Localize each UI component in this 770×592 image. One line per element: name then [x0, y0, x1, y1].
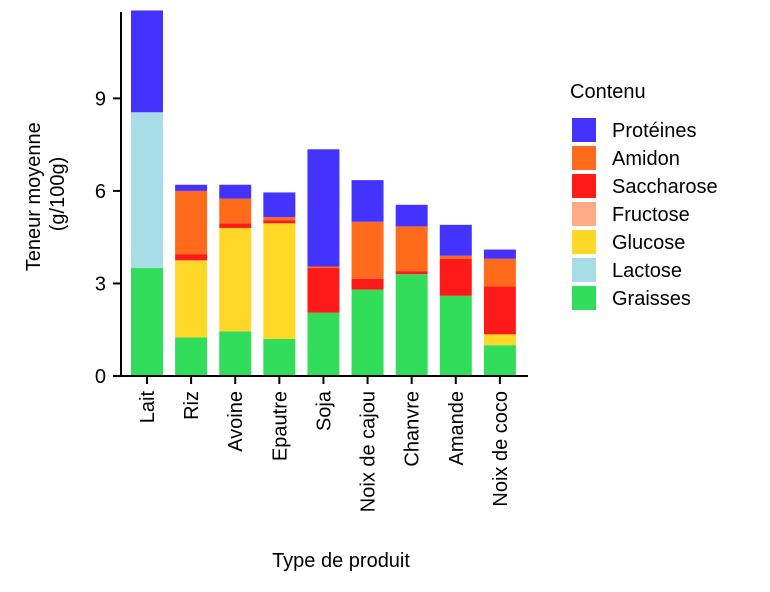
x-tick-label: Lait: [137, 391, 159, 424]
x-tick-label: Epautre: [269, 391, 291, 461]
bar-segment-graisses: [175, 337, 208, 376]
y-tick-label: 6: [95, 181, 106, 203]
legend-swatch-lactose: [572, 258, 596, 282]
x-tick-label: Amande: [446, 391, 468, 466]
bar-segment-saccharose: [439, 258, 472, 296]
bar-segment-protines: [219, 184, 252, 199]
bar-segment-amidon: [395, 226, 428, 272]
x-tick-label: Avoine: [225, 391, 247, 452]
bar-segment-saccharose: [175, 254, 208, 261]
legend-label-fructose: Fructose: [612, 204, 690, 226]
bar-segment-protines: [439, 224, 472, 256]
bar-segment-protines: [175, 184, 208, 191]
y-tick-label: 3: [95, 273, 106, 295]
bar-segment-saccharose: [351, 278, 384, 290]
legend-label-amidon: Amidon: [612, 148, 680, 170]
y-axis-label: Teneur moyenne (g/100g): [23, 117, 69, 272]
bar-segment-saccharose: [483, 286, 516, 335]
x-ticks-group: Lait Riz Avoine Epautre Soja Noix de cajou Cha…: [137, 376, 512, 512]
bar-segment-protines: [307, 149, 340, 267]
bar-segment-graisses: [219, 331, 252, 376]
bar-segment-graisses: [307, 312, 340, 376]
legend: Contenu Protéines Amidon Saccharose Fructos…: [570, 81, 718, 310]
bar-segment-graisses: [395, 274, 428, 376]
bar-segment-amidon: [263, 217, 296, 221]
bar-segment-lactose: [131, 112, 163, 269]
bar-segment-protines: [263, 192, 296, 218]
y-axis-label-line-1: Teneur moyenne: [23, 122, 45, 271]
y-ticks-group: 0 3 6 9: [95, 88, 121, 388]
y-tick-label: 0: [95, 366, 106, 388]
x-tick-label: Riz: [181, 391, 203, 420]
x-tick-label: Soja: [313, 390, 335, 431]
x-axis-label: Type de produit: [272, 550, 410, 572]
legend-label-graisses: Graisses: [612, 288, 691, 310]
bar-segment-graisses: [351, 289, 384, 376]
bar-segment-saccharose: [263, 220, 296, 224]
bar-segment-saccharose: [307, 268, 340, 313]
bar-segment-glucose: [219, 227, 252, 332]
bar-segment-graisses: [483, 345, 516, 376]
legend-label-protines: Protéines: [612, 120, 697, 142]
legend-label-saccharose: Saccharose: [612, 176, 718, 198]
bar-segment-graisses: [131, 268, 163, 376]
legend-swatch-graisses: [572, 286, 596, 310]
bar-segment-graisses: [263, 338, 296, 376]
legend-swatch-saccharose: [572, 174, 596, 198]
bar-segment-saccharose: [395, 271, 428, 275]
bars-group: [131, 10, 516, 376]
x-tick-label: Noix de cajou: [358, 391, 380, 512]
legend-title: Contenu: [570, 81, 646, 103]
bar-segment-graisses: [439, 295, 472, 376]
bar-segment-amidon: [219, 198, 252, 224]
bar-segment-amidon: [307, 266, 340, 269]
x-tick-label: Noix de coco: [490, 391, 512, 507]
bar-segment-protines: [395, 204, 428, 227]
legend-swatch-protines: [572, 118, 596, 142]
bar-segment-protines: [483, 249, 516, 259]
x-tick-label: Chanvre: [402, 391, 424, 467]
bar-segment-amidon: [439, 255, 472, 259]
bar-segment-amidon: [175, 190, 208, 255]
bar-segment-protines: [131, 10, 163, 113]
bar-segment-amidon: [351, 221, 384, 279]
legend-swatch-glucose: [572, 230, 596, 254]
bar-segment-glucose: [175, 260, 208, 338]
bar-segment-glucose: [483, 334, 516, 346]
y-tick-label: 9: [95, 88, 106, 110]
legend-swatch-amidon: [572, 146, 596, 170]
legend-label-glucose: Glucose: [612, 232, 685, 254]
bar-segment-protines: [351, 180, 384, 222]
bar-segment-glucose: [263, 223, 296, 339]
bar-segment-amidon: [483, 258, 516, 287]
bar-segment-saccharose: [219, 223, 252, 228]
legend-label-lactose: Lactose: [612, 260, 682, 282]
y-axis-label-line-2: (g/100g): [47, 157, 69, 232]
legend-swatch-fructose: [572, 202, 596, 226]
